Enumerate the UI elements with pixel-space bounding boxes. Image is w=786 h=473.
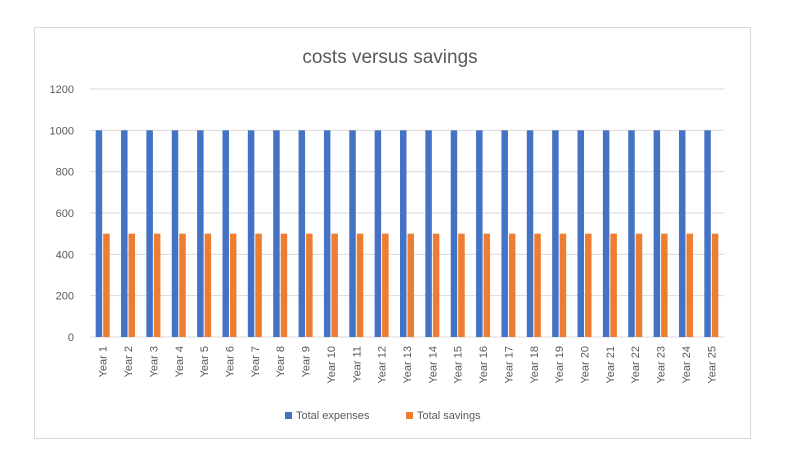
x-category-label: Year 24 (681, 346, 693, 384)
bar-savings (610, 233, 617, 337)
bar-savings (686, 233, 693, 337)
x-category-label: Year 17 (503, 346, 515, 384)
bar-savings (534, 233, 541, 337)
bar-savings (229, 233, 237, 337)
bar-expenses (704, 130, 711, 337)
bar-expenses (171, 130, 179, 337)
bar-expenses (476, 130, 483, 337)
bar-expenses (400, 130, 407, 337)
bar-savings (153, 233, 161, 337)
bar-savings (483, 233, 491, 337)
bar-savings (432, 233, 440, 337)
x-category-label: Year 11 (351, 346, 363, 383)
bar-savings (306, 233, 313, 337)
bar-expenses (552, 130, 559, 337)
bar-expenses (602, 130, 610, 337)
bar-expenses (349, 130, 356, 337)
bar-expenses (628, 130, 635, 337)
bar-savings (179, 233, 186, 337)
x-category-label: Year 20 (580, 346, 592, 384)
y-tick-label: 1200 (50, 84, 74, 96)
x-category-label: Year 1 (98, 346, 110, 377)
legend: Total expenses Total savings (285, 410, 481, 422)
bar-savings (280, 233, 288, 337)
bar-expenses (501, 130, 508, 337)
bar-expenses (577, 130, 585, 337)
y-tick-label: 1000 (50, 125, 74, 137)
x-category-label: Year 8 (275, 346, 287, 377)
bar-savings (585, 233, 592, 337)
bar-savings (356, 233, 364, 337)
bar-savings (559, 233, 567, 337)
bar-expenses (273, 130, 280, 337)
y-axis-ticks: 0 200 400 600 800 1000 1200 (50, 84, 74, 344)
x-axis-categories: Year 1 Year 2 Year 3 Year 4 Year 5 Year 6 Year… (98, 346, 719, 384)
x-category-label: Year 14 (427, 346, 439, 384)
bar-savings (103, 233, 110, 337)
x-category-label: Year 15 (453, 346, 465, 384)
bar-expenses (323, 130, 331, 337)
x-category-label: Year 25 (706, 346, 718, 384)
x-category-label: Year 2 (123, 346, 135, 377)
bar-savings (255, 233, 262, 337)
legend-label: Total expenses (296, 410, 370, 422)
x-category-label: Year 7 (250, 346, 262, 377)
bar-expenses (222, 130, 229, 337)
bar-expenses (95, 130, 103, 337)
x-category-label: Year 16 (478, 346, 490, 384)
y-tick-label: 600 (56, 208, 74, 220)
bar-savings (661, 233, 668, 337)
chart-title: costs versus savings (302, 47, 477, 68)
y-tick-label: 400 (56, 249, 74, 261)
bar-expenses (678, 130, 686, 337)
x-category-label: Year 5 (199, 346, 211, 377)
bar-expenses (247, 130, 255, 337)
x-category-label: Year 21 (605, 346, 617, 384)
x-category-label: Year 23 (656, 346, 668, 384)
bar-expenses (121, 130, 128, 337)
bar-savings (711, 233, 719, 337)
x-category-label: Year 6 (224, 346, 236, 377)
bars (95, 130, 719, 337)
x-category-label: Year 19 (554, 346, 566, 384)
y-tick-label: 800 (56, 167, 74, 179)
bar-expenses (526, 130, 534, 337)
x-category-label: Year 22 (630, 346, 642, 384)
bar-expenses (146, 130, 153, 337)
gridlines (90, 88, 724, 338)
bar-savings (508, 233, 516, 337)
bar-expenses (425, 130, 432, 337)
bar-savings (128, 233, 136, 337)
legend-swatch (285, 412, 292, 419)
x-category-label: Year 9 (301, 346, 313, 377)
bar-expenses (450, 130, 458, 337)
x-category-label: Year 4 (174, 346, 186, 377)
bar-savings (635, 233, 643, 337)
bar-savings (331, 233, 338, 337)
bar-expenses (653, 130, 661, 337)
x-category-label: Year 13 (402, 346, 414, 384)
bar-savings (407, 233, 414, 337)
bar-expenses (374, 130, 382, 337)
x-category-label: Year 18 (529, 346, 541, 384)
legend-label: Total savings (417, 410, 481, 422)
bar-expenses (197, 130, 204, 337)
bar-savings (458, 233, 465, 337)
bar-savings (382, 233, 389, 337)
bar-expenses (298, 130, 306, 337)
x-category-label: Year 3 (148, 346, 160, 377)
x-category-label: Year 10 (326, 346, 338, 384)
bar-savings (204, 233, 212, 337)
y-tick-label: 0 (68, 332, 74, 344)
y-tick-label: 200 (56, 291, 74, 303)
x-category-label: Year 12 (377, 346, 389, 384)
legend-swatch (406, 412, 413, 419)
